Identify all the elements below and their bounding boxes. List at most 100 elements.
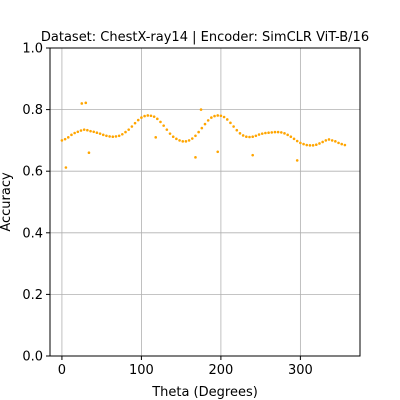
- data-point: [245, 135, 248, 139]
- x-tick-label: 0: [58, 363, 66, 378]
- data-point: [171, 135, 175, 139]
- y-tick-label: 0.4: [22, 226, 43, 241]
- data-point: [60, 139, 64, 142]
- data-point: [136, 118, 140, 122]
- data-point: [117, 134, 121, 138]
- data-point: [92, 130, 96, 134]
- data-point: [87, 151, 91, 155]
- data-point: [270, 131, 274, 134]
- data-point: [314, 143, 318, 147]
- data-point: [203, 122, 207, 126]
- data-point: [127, 128, 130, 131]
- data-point: [84, 101, 88, 105]
- data-point: [292, 137, 296, 141]
- data-point: [299, 141, 302, 145]
- data-point: [152, 115, 156, 118]
- data-point: [337, 141, 340, 145]
- data-point: [340, 142, 344, 146]
- data-point: [308, 144, 312, 147]
- y-axis: 0.0 0.2 0.4 0.6 0.8 1.0: [22, 42, 50, 365]
- data-point: [181, 140, 185, 143]
- data-point: [168, 132, 172, 135]
- data-point: [178, 139, 181, 142]
- data-point: [76, 130, 80, 134]
- data-point: [305, 143, 309, 147]
- data-point: [101, 133, 105, 137]
- data-point: [149, 114, 153, 118]
- data-point: [276, 130, 280, 134]
- data-point: [219, 114, 223, 118]
- data-point: [146, 114, 150, 117]
- x-tick-label: 100: [129, 363, 154, 378]
- plot-frame: [49, 47, 361, 357]
- data-point: [200, 126, 204, 130]
- data-point: [95, 131, 99, 134]
- data-point: [235, 128, 239, 132]
- data-point: [334, 140, 337, 143]
- data-point: [79, 129, 83, 132]
- data-point: [105, 134, 108, 138]
- data-point: [216, 150, 220, 154]
- data-point: [330, 139, 334, 142]
- data-point: [187, 139, 191, 142]
- x-tick-label: 300: [288, 363, 313, 378]
- data-point: [327, 138, 331, 141]
- data-point: [66, 136, 70, 139]
- data-point: [295, 159, 299, 162]
- data-point: [241, 134, 245, 137]
- data-point: [190, 137, 194, 140]
- data-point: [321, 140, 324, 144]
- data-point: [133, 121, 137, 125]
- data-point: [251, 153, 254, 157]
- y-tick-label: 0.2: [22, 288, 43, 303]
- y-tick-label: 0.6: [22, 165, 43, 180]
- chart-title: Dataset: ChestX-ray14 | Encoder: SimCLR …: [41, 30, 369, 45]
- data-point: [89, 129, 92, 133]
- x-axis-title: Theta (Degrees): [151, 385, 258, 400]
- y-tick-label: 0.0: [22, 350, 43, 365]
- data-points: [60, 101, 347, 169]
- data-point: [80, 102, 84, 105]
- data-point: [184, 140, 188, 143]
- data-point: [194, 134, 197, 138]
- data-point: [264, 131, 267, 135]
- x-tick-label: 200: [208, 363, 233, 378]
- data-point: [121, 132, 124, 136]
- data-point: [63, 137, 67, 141]
- data-point: [232, 125, 235, 128]
- data-point: [108, 135, 111, 138]
- data-point: [318, 142, 321, 145]
- data-point: [162, 124, 165, 127]
- data-point: [295, 139, 299, 143]
- data-point: [216, 114, 220, 117]
- data-point: [111, 135, 115, 139]
- data-point: [210, 116, 213, 119]
- data-point: [73, 131, 76, 135]
- data-point: [98, 132, 102, 135]
- data-point: [159, 120, 162, 124]
- data-point: [154, 136, 158, 139]
- data-point: [140, 116, 143, 119]
- data-point: [194, 156, 197, 159]
- data-point: [280, 131, 283, 134]
- data-point: [257, 133, 261, 136]
- data-point: [254, 134, 258, 138]
- data-point: [143, 114, 146, 118]
- data-point: [260, 132, 264, 135]
- data-point: [165, 128, 169, 131]
- data-point: [114, 135, 118, 138]
- data-point: [197, 130, 200, 134]
- y-tick-label: 1.0: [22, 42, 43, 57]
- y-axis-title: Accuracy: [0, 172, 14, 232]
- y-tick-label: 0.8: [22, 103, 43, 118]
- data-point: [175, 137, 178, 141]
- data-point: [324, 139, 328, 142]
- data-point: [302, 142, 305, 146]
- data-point: [273, 130, 277, 134]
- data-point: [251, 135, 254, 139]
- data-point: [343, 143, 347, 147]
- data-point: [124, 130, 127, 134]
- data-point: [222, 115, 226, 119]
